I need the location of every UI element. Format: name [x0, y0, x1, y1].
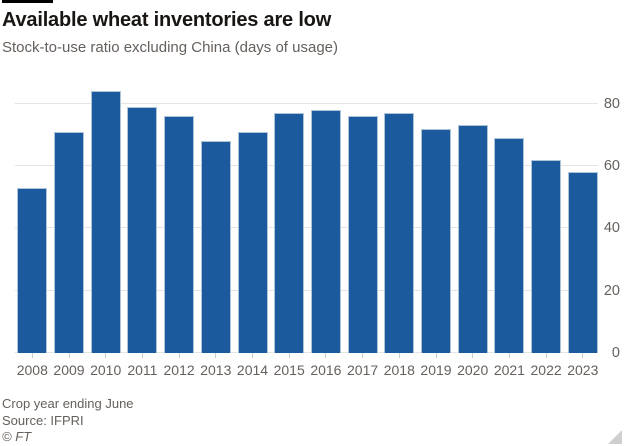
bar-2016 — [310, 109, 341, 353]
bar-2021 — [494, 137, 525, 353]
x-axis-tick-label: 2013 — [200, 362, 232, 378]
x-axis-tick — [582, 353, 584, 358]
plot-area: 0 20 40 60 80 2008 2009 2010 2011 2012 2013 2014 201… — [0, 85, 624, 378]
x-axis-tick-label: 2017 — [347, 362, 379, 378]
bar-2010 — [90, 91, 121, 353]
x-axis-tick-label: 2021 — [493, 362, 525, 378]
bar-2023 — [567, 172, 598, 353]
x-axis-tick-label: 2014 — [236, 362, 269, 378]
y-axis-tick-label: 0 — [611, 345, 620, 361]
x-axis-tick-label: 2008 — [16, 362, 48, 378]
x-axis-tick — [435, 353, 437, 358]
bar-2013 — [200, 141, 231, 353]
x-axis-tick-label: 2020 — [457, 362, 489, 378]
x-axis-tick-label: 2010 — [90, 362, 122, 378]
x-axis-tick — [31, 353, 33, 358]
resize-corner-icon — [608, 430, 622, 444]
source-note: Source: IFPRI — [2, 412, 84, 428]
bar-2020 — [457, 125, 488, 353]
x-axis-tick-label: 2011 — [127, 362, 158, 378]
x-axis-tick — [68, 353, 70, 358]
bar-2011 — [127, 106, 158, 353]
chart-footer: Crop year ending June Source: IFPRI © FT — [2, 396, 134, 446]
bar-2012 — [164, 116, 195, 353]
x-axis-tick — [472, 353, 474, 358]
x-axis-tick-label: 2018 — [383, 362, 415, 378]
gridline-60 — [15, 164, 598, 166]
bar-2022 — [531, 159, 562, 353]
gridline-40 — [15, 227, 598, 229]
bar-2009 — [54, 131, 84, 353]
bar-2019 — [421, 128, 451, 353]
y-axis-tick-label: 20 — [603, 282, 620, 299]
x-axis-tick — [325, 353, 327, 358]
x-axis-tick — [141, 353, 143, 358]
x-axis-tick-label: 2009 — [53, 362, 85, 378]
gridline-20 — [15, 289, 598, 291]
x-axis-tick — [215, 353, 217, 358]
x-axis-tick — [178, 353, 180, 358]
x-axis-tick — [398, 353, 400, 358]
gridline-80 — [15, 102, 598, 104]
x-axis-tick — [252, 353, 253, 358]
bar-2008 — [17, 187, 48, 353]
ft-stub-bar — [2, 0, 53, 3]
gridline-0 — [15, 352, 598, 353]
chart-subtitle: Stock-to-use ratio excluding China (days… — [2, 39, 339, 56]
x-axis-tick — [545, 353, 547, 358]
bar-2018 — [384, 112, 415, 353]
y-axis-tick-label: 60 — [603, 157, 620, 174]
ft-copyright: © FT — [2, 429, 32, 444]
x-axis-tick-label: 2023 — [567, 362, 599, 378]
bar-2017 — [347, 116, 378, 353]
x-axis-tick — [105, 353, 107, 358]
bar-2015 — [274, 112, 305, 353]
footnote: Crop year ending June — [2, 396, 134, 411]
bar-2014 — [237, 131, 268, 353]
y-axis-tick-label: 40 — [603, 220, 620, 237]
x-axis-tick-label: 2022 — [530, 362, 562, 378]
x-axis-tick — [508, 353, 510, 358]
x-axis-tick-label: 2015 — [273, 362, 305, 378]
chart-title: Available wheat inventories are low — [2, 9, 332, 31]
x-axis-tick — [362, 353, 364, 358]
x-axis-tick-label: 2012 — [163, 362, 195, 378]
x-axis-tick-label: 2016 — [310, 362, 342, 378]
x-axis-tick-label: 2019 — [420, 362, 452, 378]
x-axis-tick — [288, 353, 290, 358]
y-axis-tick-label: 80 — [603, 95, 620, 112]
